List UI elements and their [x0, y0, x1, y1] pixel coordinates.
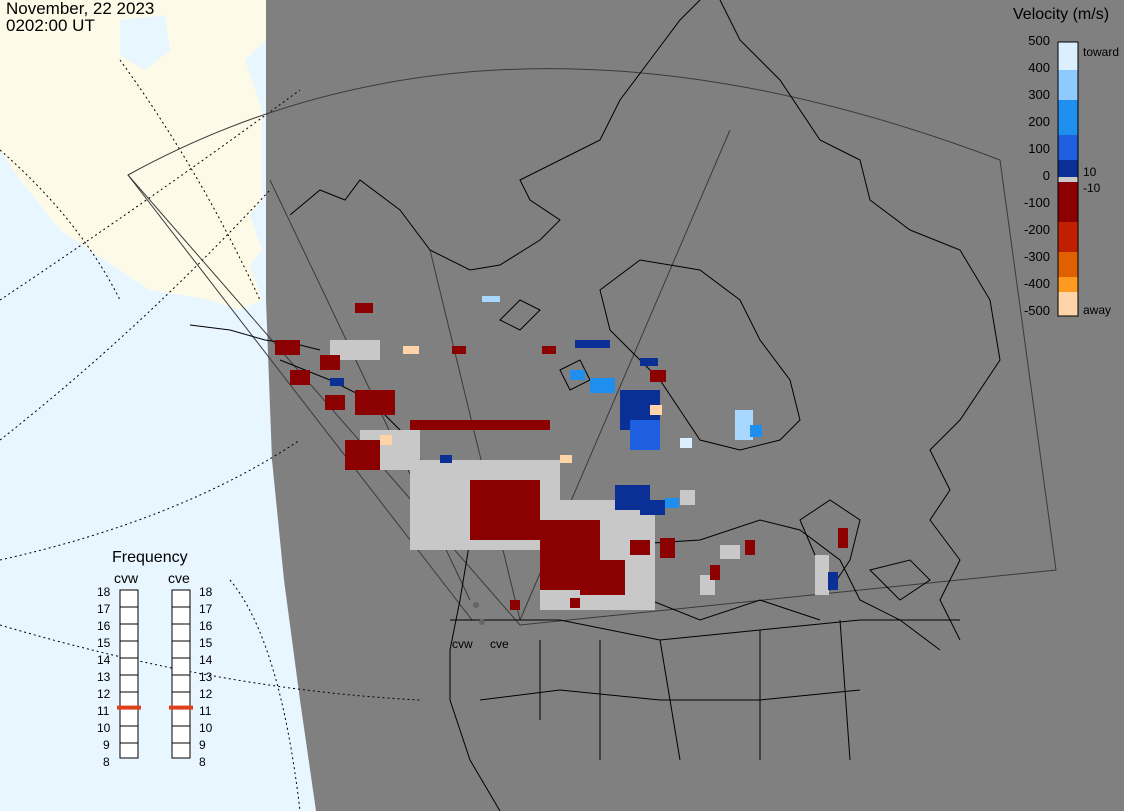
freq-scale-right: 15: [199, 636, 213, 650]
freq-scale-right: 10: [199, 721, 213, 735]
freq-scale-left: 8: [103, 755, 110, 769]
colorbar-tick: 0: [1042, 168, 1050, 183]
colorbar-tick: 300: [1028, 87, 1050, 102]
north-america-land: [266, 0, 1124, 811]
freq-scale-right: 16: [199, 619, 213, 633]
colorbar-label-away: away: [1083, 303, 1112, 317]
frequency-marker-cvw: [117, 705, 141, 710]
radar-site-marker: [473, 602, 479, 608]
freq-scale-left: 12: [97, 687, 111, 701]
freq-scale-right: 9: [199, 738, 206, 752]
colorbar-label-pos-small: 10: [1083, 165, 1097, 179]
colorbar-tick: 500: [1028, 33, 1050, 48]
colorbar-tick: 100: [1028, 141, 1050, 156]
scatter-cells: [275, 296, 848, 610]
colorbar-tick: 200: [1028, 114, 1050, 129]
latitude-grid: [0, 59, 421, 811]
colorbar-tick: -500: [1023, 303, 1050, 318]
freq-scale-right: 11: [199, 704, 212, 718]
asia-landmass: [0, 0, 266, 310]
freq-scale-left: 14: [97, 653, 111, 667]
freq-scale-left: 18: [97, 585, 111, 599]
colorbar-title: Velocity (m/s): [1013, 6, 1110, 23]
freq-scale-right: 12: [199, 687, 213, 701]
freq-scale-right: 18: [199, 585, 213, 599]
date-label: November, 22 2023: [6, 0, 155, 18]
freq-scale-left: 10: [97, 721, 111, 735]
freq-scale-left: 17: [97, 602, 111, 616]
island: [120, 15, 170, 70]
freq-scale-left: 16: [97, 619, 111, 633]
freq-scale-right: 13: [199, 670, 213, 684]
colorbar-tick: -100: [1023, 195, 1050, 210]
colorbar-label-neg-small: -10: [1083, 181, 1101, 195]
freq-scale-left: 15: [97, 636, 111, 650]
frequency-title: Frequency: [112, 549, 188, 566]
velocity-colorbar: [1057, 41, 1079, 317]
freq-scale-right: 8: [199, 755, 206, 769]
frequency-radar-label: cve: [168, 570, 190, 586]
colorbar-tick: -200: [1023, 222, 1050, 237]
freq-scale-left: 11: [97, 704, 110, 718]
radar-label-cvw: cvw: [452, 637, 473, 651]
frequency-marker-cve: [169, 705, 193, 710]
freq-scale-left: 13: [97, 670, 111, 684]
colorbar-tick: -300: [1023, 249, 1050, 264]
frequency-scales: [117, 589, 193, 759]
frequency-radar-label: cvw: [114, 570, 139, 586]
colorbar-tick: -400: [1023, 276, 1050, 291]
freq-scale-right: 17: [199, 602, 213, 616]
freq-scale-right: 14: [199, 653, 213, 667]
colorbar-label-toward: toward: [1083, 45, 1120, 59]
radar-label-cve: cve: [490, 637, 509, 651]
time-label: 0202:00 UT: [6, 16, 95, 35]
freq-scale-left: 9: [103, 738, 110, 752]
radar-site-marker: [479, 619, 485, 625]
colorbar-tick: 400: [1028, 60, 1050, 75]
